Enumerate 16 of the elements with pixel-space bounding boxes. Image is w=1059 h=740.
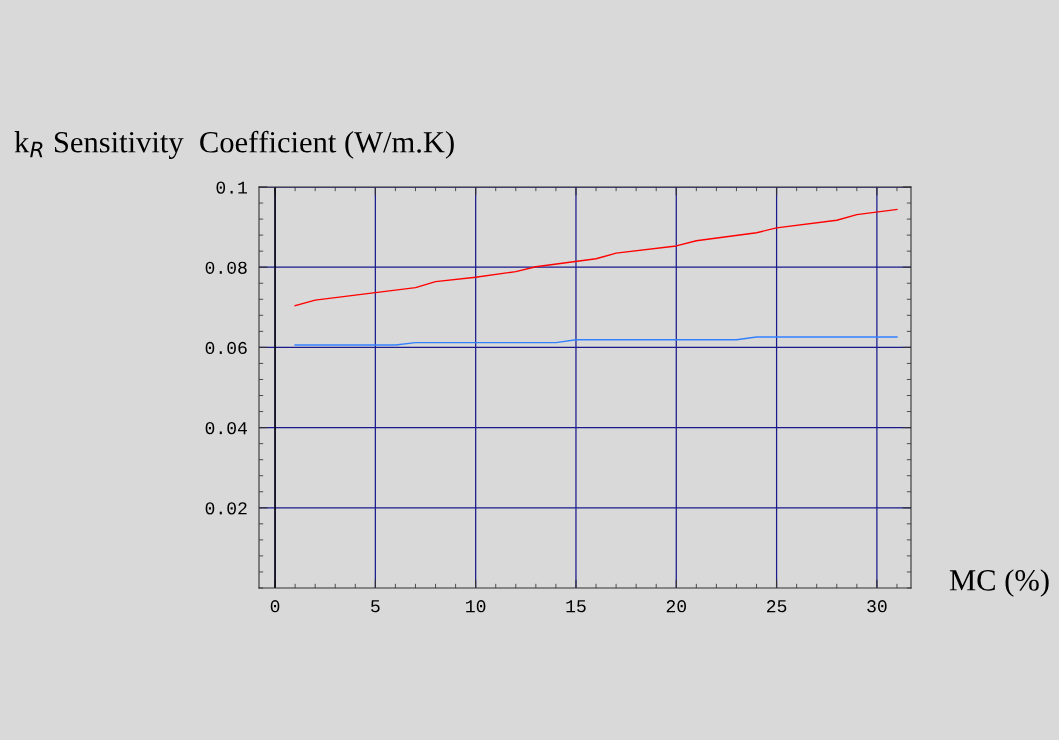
- x-tick-label: 15: [566, 600, 586, 613]
- y-tick-label: 0.04: [205, 422, 247, 435]
- line-series: [294, 208, 898, 307]
- y-tick-label: 0.1: [216, 181, 248, 194]
- x-axis-title: MC (%): [949, 569, 1049, 597]
- x-tick-label: 10: [466, 600, 486, 613]
- y-tick-label: 0.02: [205, 502, 247, 515]
- x-tick-label: 30: [867, 600, 887, 613]
- y-tick-label: 0.06: [205, 341, 247, 355]
- x-tick-label: 0: [270, 600, 280, 613]
- x-tick-label: 20: [666, 600, 686, 613]
- x-tick-label: 25: [767, 600, 787, 613]
- line-series: [294, 336, 898, 346]
- y-axis-title: k$_{R}$ Sensitivity Coefficient (W/m.K): [14, 130, 454, 159]
- x-tick-label: 5: [371, 600, 380, 613]
- y-tick-label: 0.08: [205, 261, 247, 274]
